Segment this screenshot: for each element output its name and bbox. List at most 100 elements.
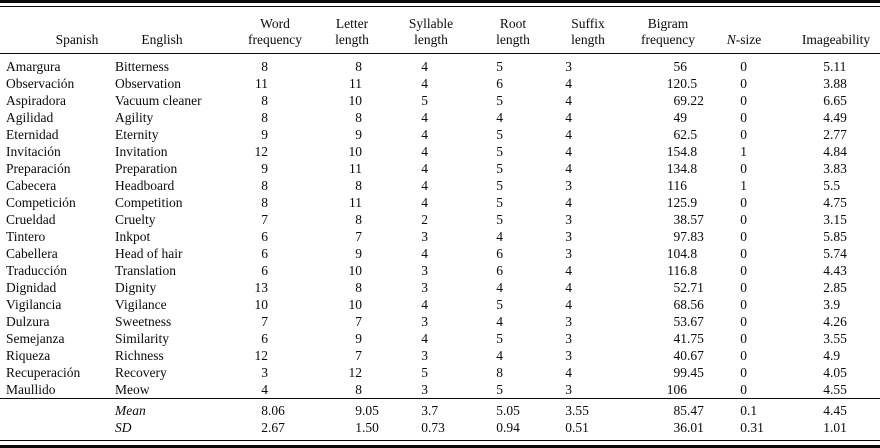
table-row: Cabecera Headboard 8 8 4 5 3 116 1 5.5 — [0, 177, 880, 194]
word-frequency-value: 7 — [261, 212, 268, 227]
english-word: Dignity — [115, 280, 157, 295]
root-length-cell: 5.05 — [474, 398, 552, 419]
n-size-value: 0 — [740, 76, 747, 91]
imageability-value: 5.5 — [823, 178, 841, 193]
suffix-length-value: 3 — [565, 382, 572, 397]
bigram-frequency-value: 36.01 — [673, 420, 704, 435]
suffix-length-value: 3 — [565, 178, 572, 193]
bigram-frequency-value: 104.8 — [666, 246, 698, 261]
letter-length-value: 7 — [355, 314, 362, 329]
root-length-cell: 5 — [474, 54, 552, 76]
bigram-frequency-cell: 56 — [624, 54, 712, 76]
n-size-cell: 0 — [712, 75, 776, 92]
root-length-cell: 6 — [474, 75, 552, 92]
word-frequency-cell: 6 — [234, 228, 316, 245]
bigram-frequency-value: 116.8 — [667, 263, 698, 278]
imageability-value: 4.75 — [823, 195, 847, 210]
root-length-value: 0.94 — [496, 420, 520, 435]
table-row: Observación Observation 11 11 4 6 4 120.… — [0, 75, 880, 92]
imageability-cell: 5.5 — [776, 177, 880, 194]
spanish-word: Recuperación — [6, 365, 81, 380]
n-size-value: 0 — [740, 280, 747, 295]
word-frequency-value: 13 — [254, 280, 269, 295]
suffix-length-value: 3 — [565, 348, 572, 363]
table-row: Tintero Inkpot 6 7 3 4 3 97.83 0 5.85 — [0, 228, 880, 245]
table-row: Recuperación Recovery 3 12 5 8 4 99.45 0… — [0, 364, 880, 381]
word-frequency-cell: 9 — [234, 160, 316, 177]
bigram-frequency-value: 99.45 — [673, 365, 704, 380]
n-size-value: 0 — [740, 229, 747, 244]
bigram-frequency-cell: 106 — [624, 381, 712, 399]
imageability-value: 2.85 — [823, 280, 847, 295]
suffix-length-value: 4 — [565, 195, 572, 210]
letter-length-cell: 8 — [316, 177, 388, 194]
imageability-value: 4.05 — [823, 365, 847, 380]
root-length-cell: 5 — [474, 177, 552, 194]
root-length-value: 5 — [496, 127, 503, 142]
spanish-word: Cabellera — [6, 246, 58, 261]
syllable-length-value: 4 — [421, 161, 428, 176]
english-word: Inkpot — [115, 229, 151, 244]
suffix-length-value: 3 — [565, 59, 572, 74]
letter-length-value: 9 — [355, 127, 362, 142]
word-frequency-cell: 7 — [234, 313, 316, 330]
imageability-value: 4.49 — [823, 110, 847, 125]
letter-length-cell: 8 — [316, 54, 388, 76]
bigram-frequency-value: 49 — [673, 110, 688, 125]
root-length-value: 5 — [496, 161, 503, 176]
table-row: Competición Competition 8 11 4 5 4 125.9… — [0, 194, 880, 211]
suffix-length-cell: 3 — [552, 211, 624, 228]
col-header-syllable-length: Syllable length — [388, 7, 474, 54]
letter-length-cell: 9 — [316, 245, 388, 262]
spanish-word: Crueldad — [6, 212, 56, 227]
bigram-frequency-value: 56 — [673, 59, 688, 74]
english-word: Vacuum cleaner — [115, 93, 202, 108]
word-frequency-value: 6 — [261, 229, 268, 244]
spanish-word: Maullido — [6, 382, 56, 397]
n-size-cell: 0 — [712, 313, 776, 330]
syllable-length-cell: 4 — [388, 109, 474, 126]
n-size-cell: 0 — [712, 245, 776, 262]
table-row: Traducción Translation 6 10 3 6 4 116.8 … — [0, 262, 880, 279]
syllable-length-cell: 4 — [388, 143, 474, 160]
n-size-value: 0 — [740, 212, 747, 227]
table-row: Vigilancia Vigilance 10 10 4 5 4 68.56 0… — [0, 296, 880, 313]
bigram-frequency-value: 38.57 — [673, 212, 704, 227]
imageability-value: 5.11 — [823, 59, 847, 74]
bigram-frequency-cell: 120.5 — [624, 75, 712, 92]
root-length-cell: 5 — [474, 194, 552, 211]
english-word: Head of hair — [115, 246, 183, 261]
root-length-cell: 4 — [474, 109, 552, 126]
word-frequency-value: 12 — [254, 144, 269, 159]
english-word: Meow — [115, 382, 150, 397]
suffix-length-cell: 4 — [552, 143, 624, 160]
imageability-cell: 1.01 — [776, 419, 880, 440]
syllable-length-cell: 5 — [388, 92, 474, 109]
bigram-frequency-cell: 134.8 — [624, 160, 712, 177]
suffix-length-value: 3 — [565, 331, 572, 346]
header-row: Spanish English Word frequency Letter le… — [0, 7, 880, 54]
root-length-value: 6 — [496, 263, 503, 278]
table-row: Invitación Invitation 12 10 4 5 4 154.8 … — [0, 143, 880, 160]
imageability-value: 4.43 — [823, 263, 847, 278]
summary-label: Mean — [112, 398, 234, 419]
root-length-value: 5 — [496, 331, 503, 346]
letter-length-cell: 7 — [316, 347, 388, 364]
table-row: Preparación Preparation 9 11 4 5 4 134.8… — [0, 160, 880, 177]
syllable-length-cell: 4 — [388, 245, 474, 262]
bigram-frequency-cell: 154.8 — [624, 143, 712, 160]
syllable-length-cell: 4 — [388, 54, 474, 76]
root-length-cell: 5 — [474, 143, 552, 160]
bigram-frequency-cell: 38.57 — [624, 211, 712, 228]
bigram-frequency-value: 52.71 — [673, 280, 704, 295]
suffix-length-value: 3 — [565, 246, 572, 261]
word-frequency-cell: 8.06 — [234, 398, 316, 419]
letter-length-cell: 9.05 — [316, 398, 388, 419]
word-frequency-cell: 12 — [234, 143, 316, 160]
n-size-cell: 0 — [712, 381, 776, 399]
col-header-imageability: Imageability — [776, 7, 880, 54]
spanish-word: Competición — [6, 195, 76, 210]
n-size-cell: 0 — [712, 92, 776, 109]
n-size-value: 1 — [740, 178, 747, 193]
word-frequency-value: 12 — [254, 348, 269, 363]
